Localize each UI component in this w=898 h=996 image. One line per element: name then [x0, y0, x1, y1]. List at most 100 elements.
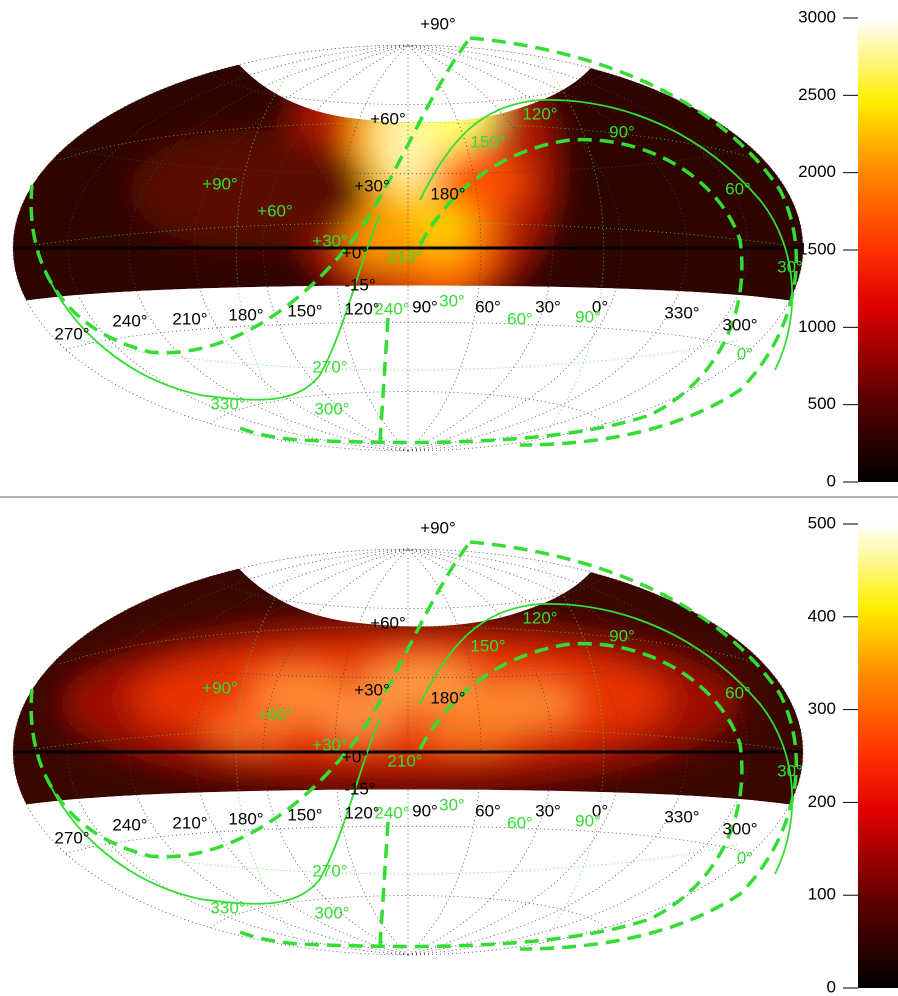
green-coordinate-label: 210° [387, 751, 422, 770]
heat-blob [250, 669, 350, 719]
parallel [210, 895, 606, 929]
green-solid-curve [44, 603, 794, 905]
coordinate-label: 30° [535, 801, 561, 820]
green-coordinate-label: 60° [507, 813, 533, 832]
green-grid [59, 122, 761, 161]
coordinate-label: -15° [344, 779, 375, 798]
coordinate-label: +60° [370, 613, 406, 632]
coordinate-label: +30° [354, 680, 390, 699]
green-coordinate-label: 210° [387, 247, 422, 266]
green-coordinate-label: 30° [439, 291, 465, 310]
coordinate-label: 60° [475, 801, 501, 820]
coordinate-label: 0° [592, 801, 608, 820]
coordinate-label: 210° [172, 813, 207, 832]
coordinate-label: +60° [370, 109, 406, 128]
green-coordinate-label: 150° [470, 636, 505, 655]
coordinate-label: +0° [342, 747, 368, 766]
colorbar-tick-label: 2000 [798, 162, 836, 181]
coordinate-label: 180° [430, 184, 465, 203]
green-grid [79, 339, 741, 371]
coordinate-label: 0° [592, 297, 608, 316]
parallel [210, 391, 606, 425]
colorbar-tick-label: 1500 [798, 239, 836, 258]
coordinate-label: 60° [475, 297, 501, 316]
coordinate-label: -15° [344, 275, 375, 294]
green-coordinate-label: 300° [314, 903, 349, 922]
heat-blob [435, 150, 525, 210]
green-coordinate-label: 90° [609, 626, 635, 645]
green-grid [59, 626, 761, 665]
coordinate-label: 180° [228, 305, 263, 324]
coordinate-label: 330° [664, 303, 699, 322]
parallel [65, 146, 751, 175]
green-dashed-curve [239, 137, 744, 445]
colorbar-tick-label: 1000 [798, 317, 836, 336]
sky-map-panel: +90° +60° +30° 180° +0° -15° 270° 240° 210° 180° 1… [12, 518, 804, 956]
colorbar-tick-label: 500 [808, 513, 836, 532]
green-coordinate-label: 90° [609, 122, 635, 141]
parallel [210, 71, 606, 105]
green-coordinate-label: 240° [374, 803, 409, 822]
coordinate-label: 180° [430, 688, 465, 707]
coordinate-label: 90° [412, 297, 438, 316]
green-coordinate-label: 270° [312, 357, 347, 376]
coordinate-label: 270° [54, 324, 89, 343]
green-coordinate-label: 30° [777, 761, 803, 780]
coordinate-label: 90° [412, 801, 438, 820]
heat-blob [205, 709, 295, 749]
green-coordinate-label: 30° [777, 257, 803, 276]
north-cutout [215, 45, 612, 123]
green-coordinate-label: 90° [575, 307, 601, 326]
green-coordinate-label: 0° [737, 848, 753, 867]
green-coordinate-label: +90° [202, 678, 238, 697]
parallel [65, 825, 751, 854]
meridian [407, 548, 554, 956]
green-coordinate-label: 30° [439, 795, 465, 814]
green-dashed-curve [29, 36, 472, 355]
green-coordinate-label: 150° [470, 132, 505, 151]
green-coordinate-label: 0° [737, 344, 753, 363]
meridian [407, 44, 554, 452]
colorbar-tick-label: 100 [808, 885, 836, 904]
coordinate-label: 120° [344, 299, 379, 318]
green-coordinate-label: +60° [257, 201, 293, 220]
green-dashed-curve [469, 36, 799, 447]
green-coordinate-label: +30° [312, 735, 348, 754]
heat-blob [320, 699, 400, 739]
coordinate-label: +90° [420, 518, 456, 537]
north-cutout [215, 549, 612, 627]
colorbar-tick-label: 400 [808, 606, 836, 625]
green-dashed-curve [239, 641, 744, 949]
colorbar-tick-label: 300 [808, 699, 836, 718]
heat-blob [345, 200, 415, 270]
coordinate-label: +0° [342, 243, 368, 262]
green-coordinate-label: 60° [507, 309, 533, 328]
colorbar-tick-label: 3000 [798, 7, 836, 26]
parallel [65, 650, 751, 679]
colorbar-tick-label: 200 [808, 792, 836, 811]
coordinate-label: 330° [664, 807, 699, 826]
green-coordinate-label: 90° [575, 811, 601, 830]
green-grid [34, 222, 786, 246]
colorbar-tick-label: 2500 [798, 85, 836, 104]
coordinate-label: 150° [287, 805, 322, 824]
green-coordinate-label: +60° [257, 705, 293, 724]
coordinate-label: 240° [112, 815, 147, 834]
green-dashed-curve [469, 540, 799, 951]
parallel [210, 575, 606, 609]
coordinate-label: +90° [420, 14, 456, 33]
heat-blob [377, 111, 433, 189]
green-coordinate-label: 120° [522, 104, 557, 123]
green-coordinate-label: 300° [314, 399, 349, 418]
colorbar [858, 524, 898, 988]
green-coordinate-label: 120° [522, 608, 557, 627]
coordinate-label: 300° [722, 819, 757, 838]
heat-blob [360, 659, 480, 709]
coordinate-label: 240° [112, 311, 147, 330]
coordinate-label: 30° [535, 297, 561, 316]
parallel [65, 321, 751, 350]
green-coordinate-label: 60° [725, 179, 751, 198]
green-coordinate-label: 270° [312, 861, 347, 880]
green-grid [34, 726, 786, 750]
